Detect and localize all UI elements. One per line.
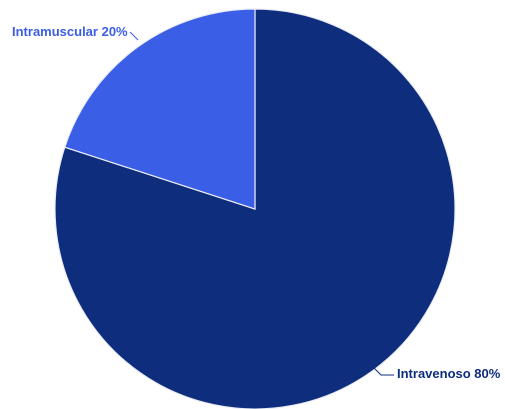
pie-slices (54, 8, 456, 409)
leader-line-intramuscular (129, 31, 139, 41)
slice-label-intravenoso: Intravenoso 80% (397, 366, 501, 381)
slice-label-intramuscular: Intramuscular 20% (12, 24, 128, 39)
slice-labels: Intravenoso 80% Intramuscular 20% (12, 24, 501, 381)
leader-line-intravenoso (373, 367, 394, 376)
pie-slice-intramuscular (64, 8, 256, 210)
leader-lines (129, 31, 394, 376)
